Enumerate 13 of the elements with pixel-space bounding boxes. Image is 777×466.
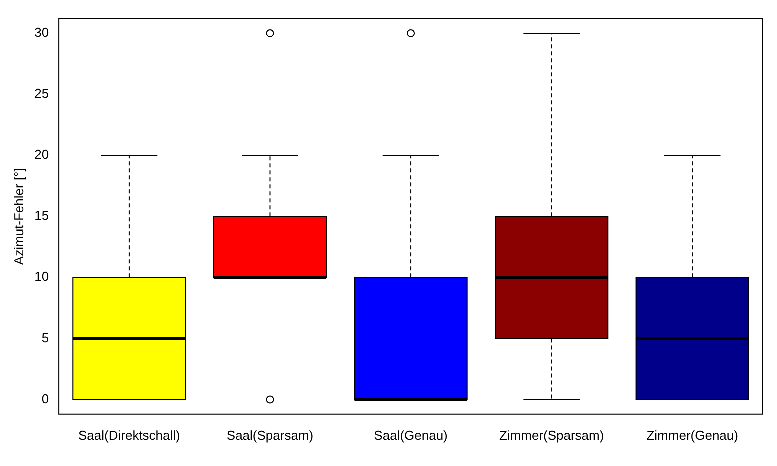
y-tick-label: 20 [34,147,50,162]
y-tick-label: 30 [34,25,50,40]
y-axis-title: Azimut-Fehler [°] [11,168,26,266]
y-tick-label: 5 [42,330,50,346]
x-tick-label: Zimmer(Sparsam) [499,428,604,443]
y-tick-label: 15 [34,208,50,224]
x-tick-label: Saal(Sparsam) [226,428,314,443]
x-tick-label: Zimmer(Genau) [646,428,738,443]
y-tick-label: 25 [34,86,50,102]
x-tick-label: Saal(Genau) [374,428,448,443]
x-tick-label: Saal(Direktschall) [78,428,180,443]
y-tick-label: 10 [34,269,50,284]
y-tick-label: 0 [42,391,50,406]
